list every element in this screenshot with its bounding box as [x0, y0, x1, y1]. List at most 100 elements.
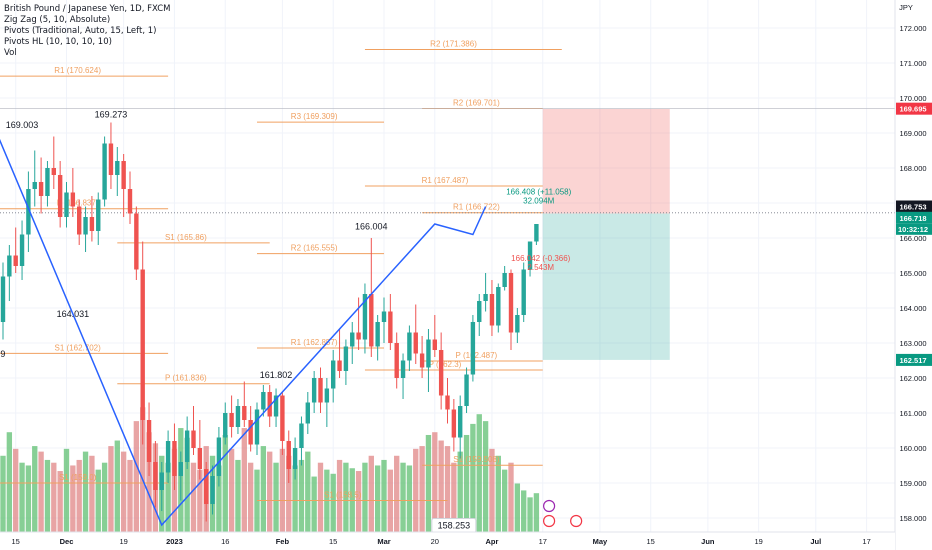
candle-body [146, 420, 152, 462]
candle-body [229, 413, 234, 427]
legend-indicator-pivots-hl[interactable]: Pivots HL (10, 10, 10, 10) [4, 37, 112, 47]
candle-body [337, 360, 342, 371]
pivot-label: S1 (159.0) [59, 473, 97, 482]
swing-label: 161.802 [260, 370, 293, 380]
candle-body [445, 395, 450, 410]
candle-body [197, 448, 203, 469]
volume-bar [419, 446, 425, 532]
candle-body [254, 409, 260, 445]
loss-zone [542, 213, 670, 360]
y-tick-label: 159.000 [899, 479, 926, 488]
volume-bar [57, 471, 63, 532]
volume-bar [235, 459, 241, 532]
volume-bar [267, 451, 273, 532]
candle-body [26, 189, 31, 235]
candle-body [286, 441, 291, 469]
volume-bar [311, 476, 317, 532]
y-tick-label: 163.000 [899, 339, 926, 348]
x-tick-label: Mar [377, 537, 390, 546]
candle-body [102, 143, 107, 200]
legend-indicator-volume[interactable]: Vol [4, 48, 17, 58]
candle-body [381, 311, 387, 322]
event-icon [570, 514, 583, 528]
volume-bar [216, 465, 222, 532]
volume-bar [476, 414, 482, 532]
volume-bar [425, 434, 432, 532]
candle-body [413, 332, 418, 354]
volume-bar [317, 462, 324, 532]
x-tick-label: 15 [12, 537, 20, 546]
volume-bar [171, 448, 178, 532]
price-axis [895, 0, 932, 550]
candle-body [70, 192, 76, 207]
volume-bar [444, 446, 451, 532]
y-tick-label: 165.000 [899, 269, 926, 278]
candle-body [89, 217, 95, 231]
candle-body [235, 406, 241, 427]
volume-bar [76, 459, 82, 532]
volume-bar [241, 428, 247, 532]
volume-bar [482, 421, 489, 532]
candle-body [165, 441, 171, 473]
volume-bar [25, 465, 32, 532]
volume-bar [508, 462, 514, 532]
pivot-label: R1 (162.857) [291, 338, 338, 347]
volume-bar [368, 455, 374, 532]
candle-body [178, 462, 183, 476]
y-tick-label: 170.000 [899, 94, 926, 103]
candle-body [375, 322, 380, 347]
candle-body [299, 423, 304, 448]
x-tick-label: Jul [810, 537, 821, 546]
pivot-label: S1 (165.86) [165, 233, 207, 242]
volume-bar [279, 448, 286, 532]
volume-bar [330, 473, 336, 532]
pivot-label: R2 (171.386) [430, 39, 477, 48]
y-tick-label: 162.000 [899, 374, 926, 383]
candle-body [496, 287, 501, 326]
stop-badge-bg [896, 353, 932, 366]
candle-body [305, 402, 310, 424]
candle-body [184, 430, 190, 462]
x-tick-label: Dec [60, 537, 74, 546]
candle-body [502, 273, 507, 287]
candle-body [362, 294, 368, 340]
x-tick-label: Feb [276, 537, 290, 546]
candle-body [527, 241, 533, 270]
volume-bar [286, 455, 292, 532]
volume-bar [70, 465, 76, 532]
candle-body [261, 392, 266, 410]
volume-bar [6, 432, 13, 532]
swing-label: 164.031 [57, 309, 90, 319]
volume-bar [82, 451, 89, 532]
volume-bar [457, 451, 463, 532]
x-tick-label: 19 [754, 537, 762, 546]
swing-label: 158.253 [438, 521, 471, 531]
x-tick-label: 15 [647, 537, 655, 546]
volume-bar [355, 471, 362, 532]
volume-bar [63, 448, 70, 532]
volume-bar [406, 465, 413, 532]
candle-body [464, 374, 469, 406]
volume-bar [197, 469, 203, 532]
current-badge-a-bg [896, 200, 932, 213]
volume-bar [140, 407, 146, 532]
volume-bar [108, 446, 114, 532]
volume-bar [470, 423, 476, 532]
candle-body [115, 161, 120, 175]
candle-body [477, 301, 482, 322]
candle-body [331, 360, 336, 389]
volume-bar [413, 448, 419, 532]
volume-bar [521, 490, 527, 532]
candle-body [159, 472, 164, 490]
volume-bar [260, 446, 267, 532]
y-tick-label: 168.000 [899, 164, 926, 173]
candle-body [400, 360, 406, 378]
volume-bar [394, 455, 400, 532]
x-tick-label: 17 [862, 537, 870, 546]
pivot-label: S1 (162.702) [55, 343, 102, 352]
measure-up-volume: 32.094M [523, 196, 554, 205]
legend-indicator-pivots[interactable]: Pivots (Traditional, Auto, 15, Left, 1) [4, 26, 157, 36]
legend-indicator-zigzag[interactable]: Zig Zag (5, 10, Absolute) [4, 15, 111, 25]
